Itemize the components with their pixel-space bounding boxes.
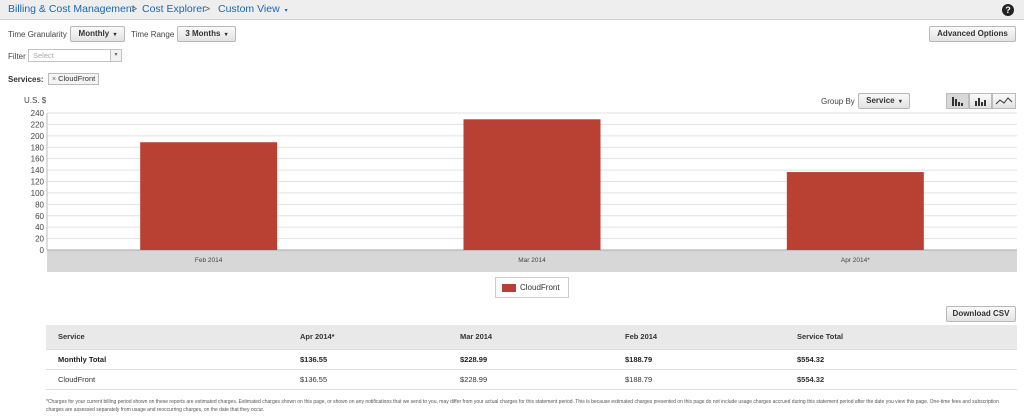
table-cell: $188.79 [613, 349, 785, 370]
time-granularity-value: Monthly [78, 29, 110, 38]
table-cell: $228.99 [448, 369, 613, 390]
time-range-value: 3 Months [185, 29, 221, 38]
bar-chart-button[interactable] [946, 93, 969, 109]
table-cell: $136.55 [288, 369, 448, 390]
breadcrumb-separator: > [131, 3, 138, 15]
legend-label-cloudfront: CloudFront [520, 283, 560, 292]
legend-swatch-cloudfront [502, 284, 516, 292]
cost-table: Service Apr 2014* Mar 2014 Feb 2014 Serv… [46, 325, 1017, 390]
table-cell: $188.79 [613, 369, 785, 390]
service-tag-label: CloudFront [58, 74, 96, 83]
x-tick-label: Mar 2014 [518, 257, 546, 264]
time-granularity-dropdown[interactable]: Monthly ▾ [70, 26, 125, 42]
services-label: Services: [8, 75, 44, 84]
time-granularity-label: Time Granularity [8, 30, 67, 39]
y-tick-label: 140 [31, 166, 45, 175]
y-tick-label: 0 [40, 246, 45, 255]
breadcrumb-separator: > [204, 3, 211, 15]
y-tick-label: 240 [31, 109, 45, 118]
cost-bar-chart: U.S. $ 0 20 40 60 80 100 120 140 160 180 200 220 240 F… [24, 96, 1017, 272]
column-header: Service [46, 325, 288, 350]
service-tag-cloudfront: × CloudFront [48, 73, 100, 85]
table-header-row: Service Apr 2014* Mar 2014 Feb 2014 Serv… [46, 325, 1017, 350]
chevron-down-icon: ▾ [898, 99, 902, 105]
x-axis-band [47, 250, 1017, 272]
estimated-charges-footnote: *Charges for your current billing period… [46, 399, 999, 413]
y-tick-label: 80 [35, 200, 44, 209]
bar-chart-icon [952, 97, 963, 106]
group-by-dropdown[interactable]: Service ▾ [858, 93, 910, 109]
filter-placeholder: Select [33, 51, 54, 60]
x-tick-label: Apr 2014* [841, 257, 870, 264]
breadcrumb-billing-link[interactable]: Billing & Cost Management [8, 3, 135, 15]
group-by-value: Service [866, 96, 895, 105]
table-cell: Monthly Total [46, 349, 288, 370]
column-header: Apr 2014* [288, 325, 448, 350]
y-tick-label: 180 [31, 143, 45, 152]
bar-feb-2014 [140, 142, 278, 250]
breadcrumb-cost-explorer-link[interactable]: Cost Explorer [142, 3, 206, 15]
top-bar: Billing & Cost Management > Cost Explore… [0, 0, 1024, 20]
table-row: CloudFront $136.55 $228.99 $188.79 $554.… [46, 369, 1017, 390]
time-range-label: Time Range [131, 30, 175, 39]
column-header: Mar 2014 [448, 325, 613, 350]
line-chart-button[interactable] [992, 93, 1016, 109]
custom-view-dropdown[interactable]: Custom View ▾ [218, 3, 288, 15]
y-tick-label: 40 [35, 223, 44, 232]
group-by-label: Group By [821, 97, 855, 106]
column-header: Service Total [785, 325, 1017, 350]
table-cell: $228.99 [448, 349, 613, 370]
remove-tag-icon[interactable]: × [52, 76, 57, 83]
chevron-down-icon: ▾ [284, 8, 288, 14]
chevron-down-icon: ▾ [110, 50, 121, 61]
y-tick-label: 220 [31, 120, 45, 129]
bar-mar-2014 [463, 119, 601, 250]
y-tick-label: 160 [31, 155, 45, 164]
y-tick-label: 20 [35, 235, 44, 244]
line-chart-icon [995, 97, 1013, 105]
advanced-options-button[interactable]: Advanced Options [929, 26, 1016, 42]
table-cell: $554.32 [785, 349, 1017, 370]
table-cell: CloudFront [46, 369, 288, 390]
y-axis-label: U.S. $ [24, 96, 47, 105]
table-cell: $554.32 [785, 369, 1017, 390]
download-csv-button[interactable]: Download CSV [946, 306, 1016, 322]
bar-apr-2014- [786, 172, 924, 250]
y-tick-label: 60 [35, 212, 44, 221]
stacked-bar-chart-icon [975, 98, 986, 106]
time-range-dropdown[interactable]: 3 Months ▾ [177, 26, 236, 42]
table-cell: $136.55 [288, 349, 448, 370]
y-tick-label: 120 [31, 178, 45, 187]
help-icon[interactable]: ? [1002, 4, 1014, 16]
chevron-down-icon: ▾ [224, 32, 228, 38]
y-tick-label: 100 [31, 189, 45, 198]
chevron-down-icon: ▾ [113, 32, 117, 38]
y-tick-label: 200 [31, 132, 45, 141]
chart-legend: CloudFront [495, 277, 569, 298]
monthly-total-row: Monthly Total $136.55 $228.99 $188.79 $5… [46, 349, 1017, 370]
custom-view-label: Custom View [218, 3, 280, 15]
filter-select[interactable]: Select ▾ [28, 49, 122, 62]
x-tick-label: Feb 2014 [195, 257, 223, 264]
filter-label: Filter [8, 52, 26, 61]
column-header: Feb 2014 [613, 325, 785, 350]
stacked-bar-chart-button[interactable] [969, 93, 992, 109]
